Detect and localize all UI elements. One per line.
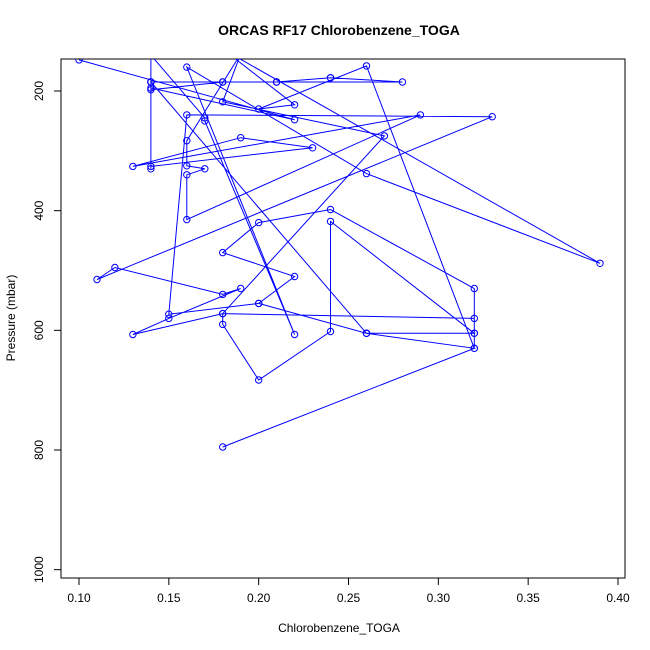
data-point — [219, 309, 227, 318]
data-point — [183, 111, 191, 119]
data-point — [183, 137, 191, 145]
x-tick-label: 0.10 — [67, 591, 91, 605]
data-point — [272, 78, 281, 86]
chart-title: ORCAS RF17 Chlorobenzene_TOGA — [218, 22, 460, 38]
y-tick-label: 600 — [32, 320, 46, 340]
data-point — [219, 290, 227, 299]
data-point — [219, 443, 227, 451]
data-point — [183, 171, 191, 179]
data-point — [201, 117, 209, 125]
data-point — [237, 284, 245, 293]
x-tick-label: 0.30 — [427, 591, 451, 605]
data-point — [362, 169, 371, 178]
y-axis-label: Pressure (mbar) — [4, 275, 18, 362]
y-axis: 200 400 600 800 1000 — [32, 81, 62, 583]
data-point — [183, 162, 191, 170]
x-axis: 0.10 0.15 0.20 0.25 0.30 0.35 0.40 — [67, 577, 630, 605]
x-tick-label: 0.35 — [516, 591, 540, 605]
data-point — [237, 134, 245, 142]
data-point — [219, 98, 227, 106]
data-point — [470, 329, 478, 337]
data-point — [148, 52, 154, 58]
data-point — [238, 51, 244, 57]
data-point — [255, 218, 263, 227]
x-tick-label: 0.15 — [157, 591, 181, 605]
data-point — [111, 263, 119, 272]
x-tick-label: 0.40 — [606, 591, 630, 605]
data-point — [75, 59, 83, 64]
y-tick-label: 800 — [32, 440, 46, 460]
y-tick-label: 1000 — [32, 556, 46, 583]
data-point — [596, 259, 604, 267]
data-point — [290, 116, 299, 124]
data-point — [255, 299, 263, 308]
data-point — [201, 165, 209, 173]
series-line — [78, 59, 601, 448]
data-point — [290, 272, 299, 281]
data-point — [183, 215, 191, 224]
data-point — [219, 248, 227, 257]
data-point — [362, 329, 371, 337]
data-point — [147, 165, 155, 173]
data-point — [290, 330, 299, 339]
x-tick-label: 0.20 — [247, 591, 271, 605]
data-point — [380, 132, 389, 140]
data-point — [398, 78, 407, 86]
data-point — [326, 74, 335, 82]
data-point — [147, 162, 155, 171]
data-point — [183, 63, 191, 71]
data-point — [255, 376, 263, 384]
data-point — [147, 78, 155, 86]
data-point — [255, 105, 263, 113]
data-series — [75, 46, 604, 451]
data-point — [308, 144, 317, 152]
data-point — [416, 111, 425, 119]
data-point — [326, 205, 335, 214]
data-point — [93, 275, 101, 284]
data-point — [326, 217, 335, 226]
data-point — [290, 101, 299, 109]
data-point — [201, 114, 209, 122]
data-point — [129, 330, 137, 339]
data-point — [165, 310, 173, 318]
data-point — [219, 320, 227, 329]
y-tick-label: 200 — [32, 81, 46, 101]
data-point — [147, 86, 155, 94]
plot-frame — [60, 58, 626, 579]
data-point — [165, 314, 173, 323]
data-point — [219, 78, 227, 86]
y-tick-label: 400 — [32, 200, 46, 220]
x-axis-label: Chlorobenzene_TOGA — [278, 621, 400, 635]
data-point — [220, 46, 226, 52]
data-point — [470, 314, 478, 323]
data-point — [326, 327, 335, 336]
data-point — [470, 284, 478, 293]
x-tick-label: 0.25 — [337, 591, 361, 605]
data-point — [470, 344, 478, 352]
data-point — [488, 113, 496, 121]
data-point — [362, 62, 371, 70]
data-point — [129, 162, 137, 171]
